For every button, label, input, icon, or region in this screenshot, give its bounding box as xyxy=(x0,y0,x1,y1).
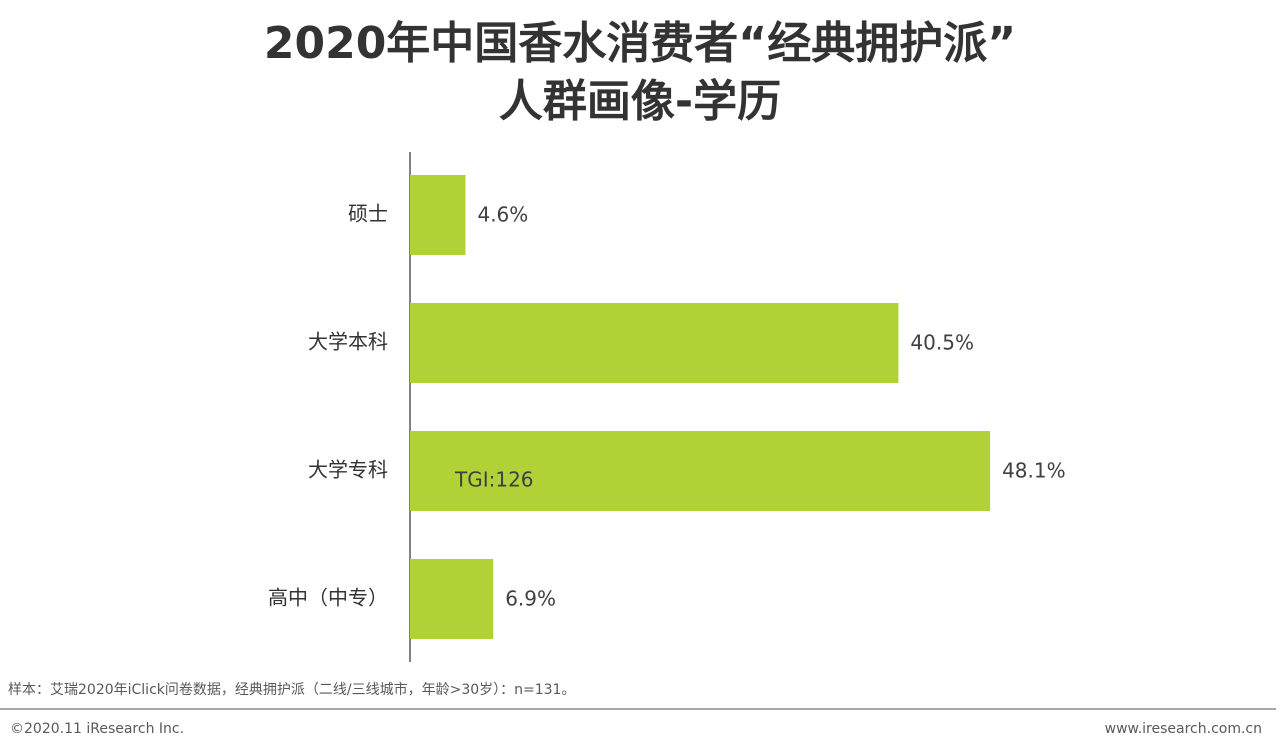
chart-title: 2020年中国香水消费者“经典拥护派” xyxy=(264,18,1016,69)
chart-title: 人群画像-学历 xyxy=(499,76,781,127)
category-label: 大学专科 xyxy=(308,458,388,482)
bar xyxy=(410,175,466,255)
value-label: 48.1% xyxy=(1002,459,1066,483)
bar xyxy=(410,559,494,639)
category-label: 硕士 xyxy=(348,202,388,226)
category-label: 大学本科 xyxy=(308,330,388,354)
bar xyxy=(410,303,899,383)
annotation: TGI:126 xyxy=(454,468,534,492)
website: www.iresearch.com.cn xyxy=(1105,721,1262,737)
source-note: 样本：艾瑞2020年iClick问卷数据，经典拥护派（二线/三线城市，年龄>30… xyxy=(8,681,575,698)
value-label: 4.6% xyxy=(477,203,528,227)
value-label: 40.5% xyxy=(910,331,974,355)
bar xyxy=(410,431,991,511)
value-label: 6.9% xyxy=(505,587,556,611)
category-label: 高中（中专） xyxy=(268,586,388,610)
copyright: ©2020.11 iResearch Inc. xyxy=(10,721,184,737)
